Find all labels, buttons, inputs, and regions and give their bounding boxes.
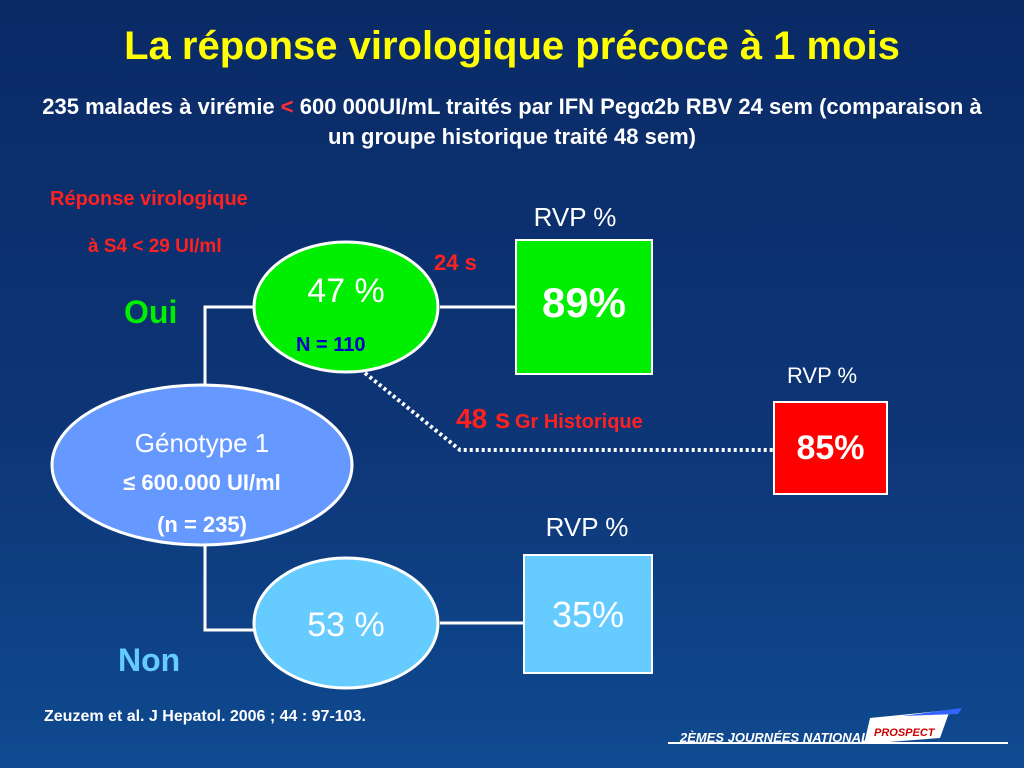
- duration-48-group: Gr Historique: [514, 411, 643, 433]
- yes-node-percent: 47 %: [307, 272, 385, 310]
- page-title: La réponse virologique précoce à 1 mois: [124, 24, 900, 68]
- genotype-line2: ≤ 600.000 UI/ml: [123, 470, 281, 495]
- subtitle-part2: 600 000UI/mL traités par IFN Pegα2b RBV …: [293, 94, 982, 149]
- outcome-box-yes: 89%: [515, 239, 653, 375]
- footer-divider: [668, 742, 1008, 744]
- outcome-no-value: 35%: [551, 594, 625, 635]
- response-label-line2: à S4 < 29 UI/ml: [88, 236, 222, 257]
- non-label: Non: [118, 642, 181, 678]
- duration-24-label: 24 s: [434, 250, 477, 275]
- rvp-heading-historic: RVP %: [786, 363, 858, 388]
- genotype-line3: (n = 235): [157, 512, 247, 537]
- outcome-box-no: 35%: [523, 554, 653, 674]
- subtitle-less-than: <: [280, 94, 294, 119]
- prospect-logo: PROSPECT: [862, 708, 970, 748]
- genotype-line1: Génotype 1: [134, 428, 270, 458]
- duration-48-weeks: 48 s: [456, 403, 511, 434]
- no-node-ellipse: [252, 556, 440, 690]
- outcome-historic-value: 85%: [796, 428, 865, 467]
- rvp-heading-yes: RVP %: [533, 202, 617, 232]
- genotype-ellipse: [50, 383, 354, 547]
- no-node-percent: 53 %: [307, 606, 385, 644]
- logo-text: PROSPECT: [874, 727, 936, 739]
- response-label-line1: Réponse virologique: [50, 188, 248, 210]
- footer-brand: 2ÈMES JOURNÉES NATIONALES: [680, 730, 887, 745]
- duration-48-label: 48 s Gr Historique: [456, 403, 643, 435]
- rvp-heading-no: RVP %: [545, 512, 629, 542]
- outcome-yes-value: 89%: [541, 279, 627, 326]
- yes-node-ellipse: [252, 240, 440, 374]
- reference-citation: Zeuzem et al. J Hepatol. 2006 ; 44 : 97-…: [44, 708, 366, 725]
- outcome-box-historic: 85%: [773, 401, 888, 495]
- subtitle: 235 malades à virémie < 600 000UI/mL tra…: [30, 92, 994, 152]
- subtitle-part1: 235 malades à virémie: [42, 94, 281, 119]
- oui-label: Oui: [124, 294, 178, 330]
- yes-node-count: N = 110: [296, 334, 366, 356]
